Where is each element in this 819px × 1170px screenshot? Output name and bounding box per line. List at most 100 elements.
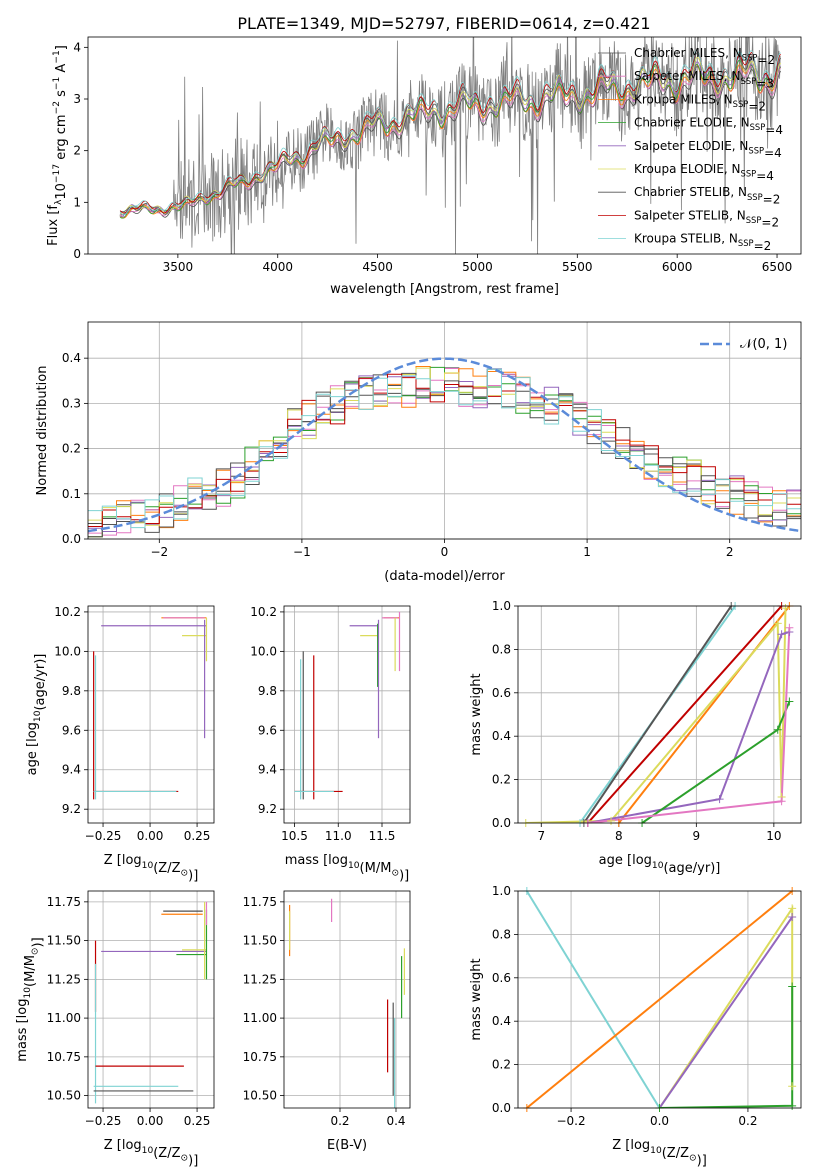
spectrum-model-line: [119, 59, 781, 219]
mass-weight-line: [587, 631, 790, 823]
y-tick-label: 0.4: [62, 351, 81, 365]
axes-frame: [517, 890, 802, 1109]
x-axis-label: wavelength [Angstrom, rest frame]: [330, 282, 559, 297]
plot-area: [525, 606, 791, 823]
y-tick-label: 10.2: [250, 605, 277, 619]
y-tick-label: 2: [73, 144, 81, 158]
x-tick-label: 0.25: [184, 829, 211, 843]
legend-label: Chabrier MILES, NSSP=2: [634, 46, 775, 67]
y-tick-label: 0: [73, 247, 81, 261]
x-tick-label: 5500: [562, 260, 593, 274]
x-axis-label: E(B-V): [327, 1138, 367, 1153]
x-tick-label: 10.5: [281, 829, 308, 843]
y-tick-label: 0.4: [492, 1014, 511, 1028]
x-axis-label: age [log10(age/yr)]: [599, 853, 721, 876]
data-point-marker: [788, 1101, 797, 1110]
y-tick-label: 0.2: [492, 1058, 511, 1072]
y-tick-label: 9.2: [258, 802, 277, 816]
y-axis-label: Normed distribution: [35, 366, 50, 496]
y-tick-label: 11.75: [243, 895, 277, 909]
axes-frame: [87, 321, 802, 540]
mass-weight-line: [525, 891, 661, 1108]
y-tick-label: 9.8: [258, 684, 277, 698]
data-point-marker: [788, 1082, 797, 1091]
x-tick-label: 0.2: [738, 1114, 757, 1128]
x-axis-label: mass [log10(M/M⊙)]: [285, 853, 409, 884]
legend-label: Salpeter MILES, NSSP=3: [634, 69, 774, 90]
legend-label: Kroupa STELIB, NSSP=2: [634, 232, 771, 253]
y-tick-label: 11.50: [47, 934, 81, 948]
mass-weight-line: [587, 606, 783, 823]
y-tick-label: 0.2: [62, 442, 81, 456]
histogram-step-line: [88, 373, 801, 527]
x-tick-label: 6500: [762, 260, 793, 274]
data-point-marker: [788, 913, 797, 922]
y-tick-label: 11.75: [47, 895, 81, 909]
y-tick-label: 1: [73, 195, 81, 209]
plot-area: [88, 357, 801, 538]
x-tick-label: 0.00: [137, 829, 164, 843]
plot-area: [93, 901, 208, 1104]
chart-age_vs_mass: 10.5 11.0 11.5 9.2 9.4 9.6 9.8 10.0 10.2 mass [lo…: [250, 605, 411, 884]
mass-weight-line: [587, 627, 791, 823]
axes-frame: [283, 605, 411, 824]
legend-label: Salpeter STELIB, NSSP=2: [634, 208, 779, 229]
x-tick-label: −0.25: [85, 1114, 122, 1128]
y-tick-label: 0.8: [492, 927, 511, 941]
figure-title: PLATE=1349, MJD=52797, FIBERID=0614, z=0…: [237, 14, 650, 33]
mass-weight-line: [659, 986, 794, 1108]
y-tick-label: 9.2: [62, 802, 81, 816]
x-tick-label: 0.4: [386, 1114, 405, 1128]
mass-weight-line: [641, 701, 791, 823]
legend-label: Kroupa MILES, NSSP=2: [634, 92, 766, 113]
plot-area: [289, 898, 405, 1108]
plot-area: [119, 37, 782, 254]
x-tick-label: 4000: [262, 260, 293, 274]
x-tick-label: 6000: [662, 260, 693, 274]
grid: [284, 891, 410, 1108]
y-tick-label: 0.3: [62, 396, 81, 410]
gaussian-curve: [88, 357, 801, 533]
chart-residuals: −2 −1 0 1 2 0.0 0.1 0.2 0.3 0.4 (data-model)/error…: [35, 321, 802, 584]
x-tick-label: −0.25: [85, 829, 122, 843]
chart-mass_vs_EBV: 0.2 0.4 10.50 10.75 11.00 11.25 11.50 11.75 E(B-…: [243, 890, 411, 1153]
y-tick-label: 0.0: [492, 816, 511, 830]
grid: [88, 891, 214, 1108]
y-tick-label: 9.4: [62, 763, 81, 777]
data-point-marker: [607, 816, 616, 825]
y-tick-label: 10.2: [54, 605, 81, 619]
y-tick-label: 11.50: [243, 934, 277, 948]
y-tick-label: 0.0: [492, 1101, 511, 1115]
data-point-marker: [785, 697, 794, 706]
y-tick-label: 0.8: [492, 642, 511, 656]
y-tick-label: 11.00: [47, 1011, 81, 1025]
grid: [88, 606, 214, 823]
x-tick-label: 0: [441, 545, 449, 559]
data-point-marker: [773, 725, 782, 734]
x-axis-label: (data-model)/error: [384, 569, 505, 584]
x-tick-label: −1: [293, 545, 311, 559]
x-tick-label: 8: [615, 829, 623, 843]
chart-spectrum: 3500 4000 4500 5000 5500 6000 6500 0 1 2 3 4 wavelen…: [46, 36, 802, 297]
y-tick-label: 9.4: [258, 763, 277, 777]
y-tick-label: 10.0: [250, 644, 277, 658]
data-point-marker: [715, 795, 724, 804]
axes-frame: [87, 890, 215, 1109]
x-tick-label: −0.2: [556, 1114, 585, 1128]
y-tick-label: 9.8: [62, 684, 81, 698]
x-tick-label: 11.5: [369, 829, 396, 843]
y-tick-label: 11.25: [243, 972, 277, 986]
x-axis-label: Z [log10(Z/Z⊙)]: [104, 853, 199, 884]
grid: [88, 322, 801, 540]
chart-age_vs_Z: −0.25 0.00 0.25 9.2 9.4 9.6 9.8 10.0 10.2 Z [log1…: [25, 605, 215, 884]
y-tick-label: 10.50: [243, 1089, 277, 1103]
x-tick-label: 0.00: [137, 1114, 164, 1128]
spectrum-model-line: [119, 64, 781, 219]
y-tick-label: 0.6: [492, 971, 511, 985]
y-tick-label: 11.00: [243, 1011, 277, 1025]
y-axis-label: mass weight: [469, 673, 484, 755]
data-point-marker: [788, 982, 797, 991]
legend-label: Chabrier STELIB, NSSP=2: [634, 185, 780, 206]
x-tick-label: 7: [537, 829, 545, 843]
